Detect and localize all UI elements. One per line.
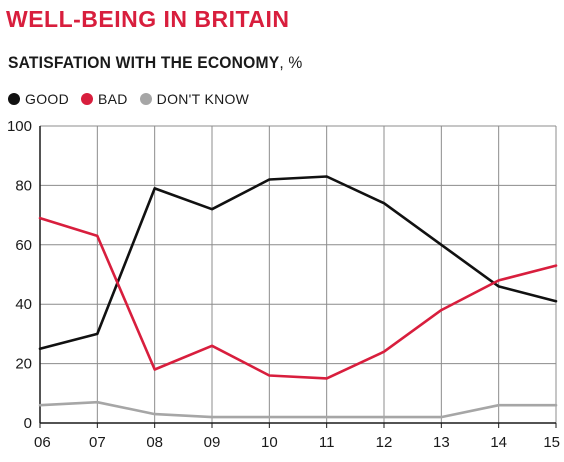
chart-tick-labels: 0 20 40 60 80 100 06 07 08 09 10 11 12 13 14 15 bbox=[7, 118, 560, 451]
x-tick-label-10: 10 bbox=[261, 434, 278, 451]
y-tick-label-40: 40 bbox=[15, 296, 32, 313]
legend-item-dont-know: DON'T KNOW bbox=[139, 91, 250, 107]
chart-title: SATISFATION WITH THE ECONOMY bbox=[8, 53, 280, 72]
series-line-good bbox=[38, 175, 558, 351]
legend-label-dont-know: DON'T KNOW bbox=[156, 91, 250, 107]
chart-legend: GOOD BAD DON'T KNOW bbox=[8, 91, 261, 107]
x-tick-label-06: 06 bbox=[34, 434, 51, 451]
y-tick-label-60: 60 bbox=[15, 237, 32, 254]
x-tick-label-09: 09 bbox=[204, 434, 221, 451]
x-tick-label-12: 12 bbox=[376, 434, 393, 451]
legend-dot-bad-icon bbox=[80, 93, 93, 105]
chart-unit: , % bbox=[279, 53, 303, 72]
x-tick-label-08: 08 bbox=[146, 434, 163, 451]
legend-label-good: GOOD bbox=[25, 91, 69, 107]
series-line-bad bbox=[38, 216, 558, 380]
chart-header-title: WELL-BEING IN BRITAIN bbox=[6, 6, 290, 32]
y-tick-label-0: 0 bbox=[24, 415, 32, 432]
y-tick-label-80: 80 bbox=[15, 177, 32, 194]
x-tick-label-15: 15 bbox=[543, 434, 560, 451]
x-tick-label-11: 11 bbox=[319, 434, 335, 451]
y-tick-label-20: 20 bbox=[15, 356, 32, 373]
chart-series bbox=[38, 175, 558, 419]
legend-item-good: GOOD bbox=[8, 91, 69, 107]
chart-subtitle: SATISFATION WITH THE ECONOMY, % bbox=[8, 53, 302, 73]
series-line-don-t-know bbox=[38, 400, 558, 419]
legend-item-bad: BAD bbox=[80, 91, 128, 107]
x-tick-label-13: 13 bbox=[433, 434, 450, 451]
legend-dot-good-icon bbox=[8, 93, 20, 105]
y-tick-label-100: 100 bbox=[7, 118, 32, 135]
chart-grid bbox=[40, 125, 557, 423]
legend-dot-dont-know-icon bbox=[139, 93, 152, 105]
legend-label-bad: BAD bbox=[97, 91, 128, 107]
x-tick-label-14: 14 bbox=[490, 434, 507, 451]
x-tick-label-07: 07 bbox=[89, 434, 106, 451]
chart-axes bbox=[39, 126, 557, 428]
